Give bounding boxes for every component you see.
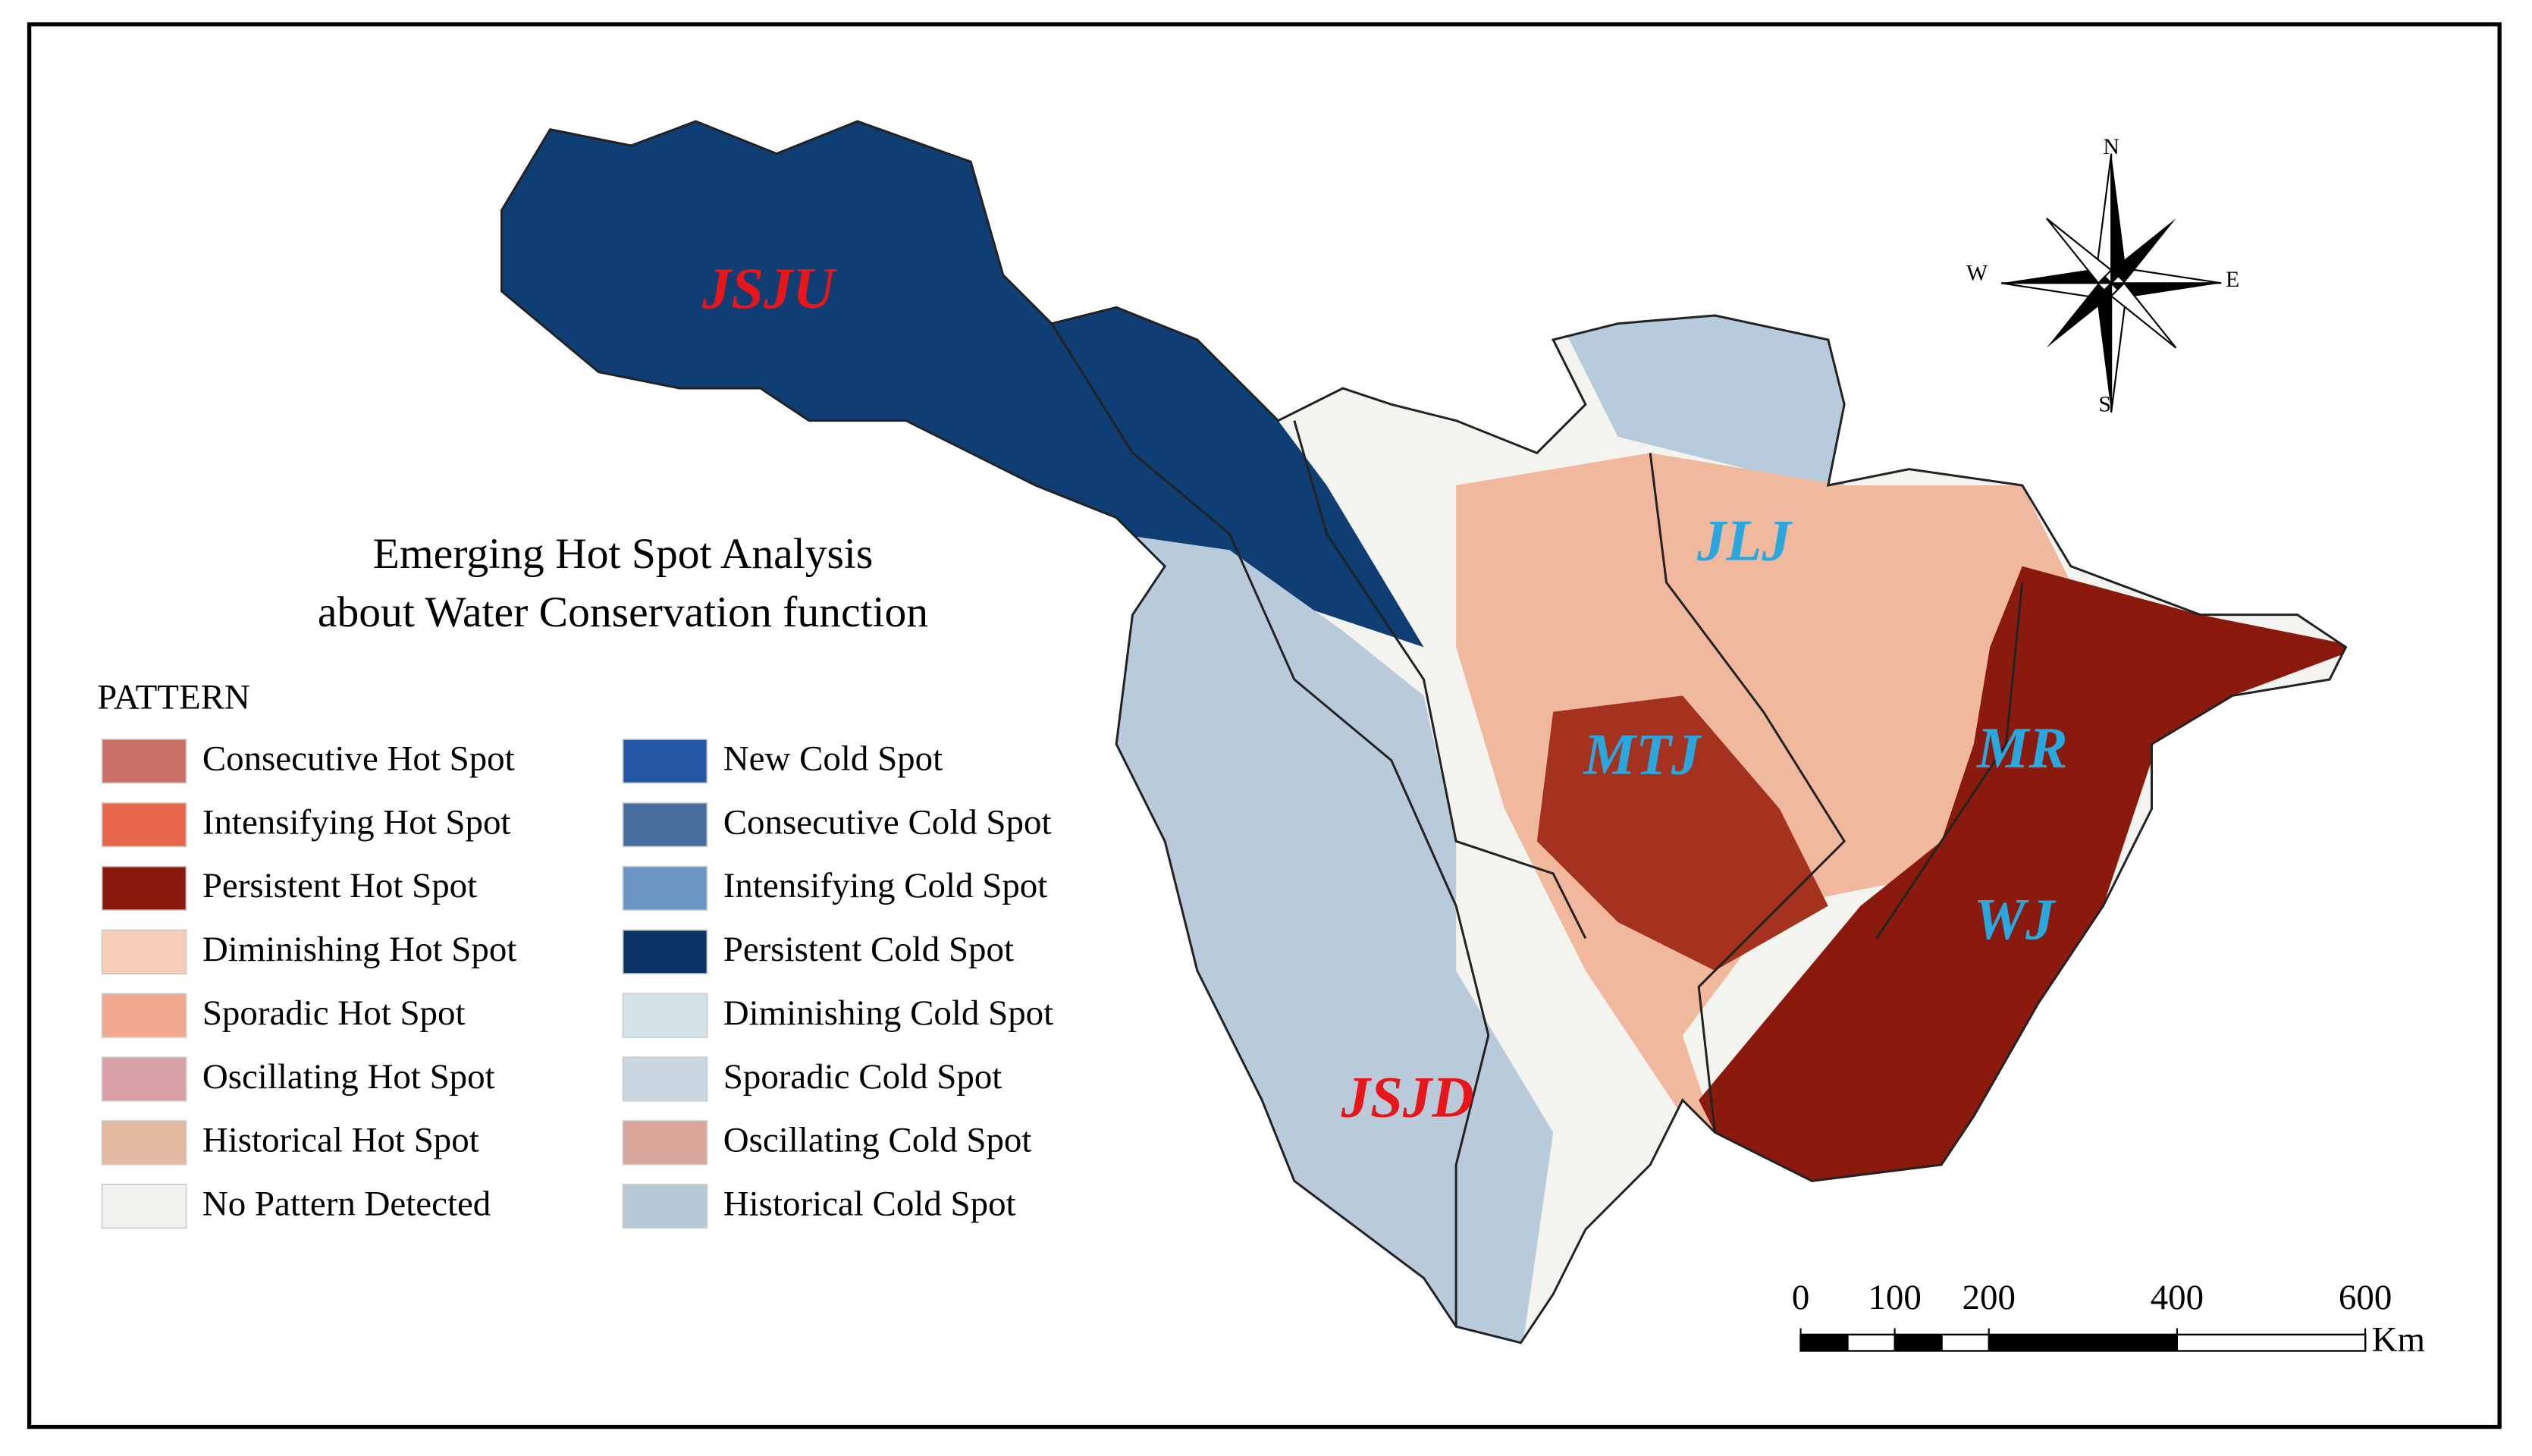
region-label: JSJD (1341, 1065, 1474, 1130)
legend-swatch (101, 865, 187, 912)
scale-tick-label: 0 (1792, 1278, 1809, 1317)
legend-label: Historical Cold Spot (723, 1184, 1016, 1223)
legend-title: PATTERN (97, 677, 250, 717)
scale-unit: Km (2372, 1320, 2425, 1359)
scale-tick-label: 200 (1963, 1278, 2016, 1317)
legend-label: Consecutive Hot Spot (202, 739, 515, 779)
compass-letter: W (1966, 261, 1988, 286)
legend-label: Sporadic Hot Spot (202, 993, 466, 1033)
region-label: WJ (1974, 887, 2057, 952)
legend-label: No Pattern Detected (202, 1184, 491, 1223)
scale-tick-label: 400 (2151, 1278, 2204, 1317)
map-title: Emerging Hot Spot Analysis (373, 530, 874, 578)
annotations: Emerging Hot Spot Analysis about Water Co… (97, 134, 2425, 1359)
legend-label: Diminishing Cold Spot (723, 993, 1053, 1033)
compass-letter: E (2226, 267, 2239, 292)
legend-label: Consecutive Cold Spot (723, 802, 1052, 842)
legend-label: Oscillating Hot Spot (202, 1057, 495, 1097)
compass-letter: N (2103, 134, 2119, 159)
legend-label: Historical Hot Spot (202, 1121, 479, 1160)
persistent-hot-area (1536, 695, 1828, 971)
legend-swatch (101, 739, 187, 784)
legend-swatch (101, 993, 187, 1038)
legend-label: Persistent Cold Spot (723, 930, 1014, 969)
legend-swatch (622, 739, 708, 784)
region-label: MTJ (1583, 722, 1702, 786)
legend-label: Oscillating Cold Spot (723, 1121, 1032, 1160)
scale-tick-label: 600 (2339, 1278, 2392, 1317)
legend-swatch (622, 1120, 708, 1166)
legend-label: Persistent Hot Spot (202, 866, 477, 905)
legend-label: Intensifying Cold Spot (723, 866, 1048, 905)
scale-bar-segment (1846, 1333, 1896, 1352)
legend-swatch (101, 1120, 187, 1166)
legend-swatch (101, 802, 187, 848)
region-label: JSJU (701, 256, 838, 321)
legend-swatch (101, 1183, 187, 1229)
legend-swatch (622, 929, 708, 974)
boundary (1050, 322, 1490, 1327)
legend-label: Diminishing Hot Spot (202, 930, 517, 969)
legend-swatch (622, 865, 708, 912)
cold-patch (1553, 307, 1845, 485)
scale-bar-segment (1941, 1333, 1990, 1352)
boundary (1875, 582, 2024, 940)
scale-tick-label: 100 (1868, 1278, 1921, 1317)
scale-bar-segment (1799, 1333, 1849, 1352)
region-label: JLJ (1696, 509, 1793, 573)
legend-swatch (101, 929, 187, 974)
legend-swatch (622, 993, 708, 1038)
scale-bar-segment (1988, 1333, 2178, 1352)
region-label: MR (1975, 716, 2068, 780)
compass-rose (2000, 153, 2222, 413)
legend-swatch (622, 1056, 708, 1102)
legend-label: New Cold Spot (723, 739, 943, 779)
legend-swatch (101, 1056, 187, 1102)
boundary (1649, 453, 1846, 1133)
basin-outline (500, 120, 2348, 1345)
legend-label: Intensifying Hot Spot (202, 802, 511, 842)
scale-bar-segment (1894, 1333, 1943, 1352)
scale-bar-segment (2176, 1333, 2367, 1352)
subbasin-boundaries (500, 120, 2348, 1345)
compass-letter: S (2098, 391, 2111, 416)
map-title: about Water Conservation function (318, 588, 928, 636)
legend-swatch (622, 1183, 708, 1229)
legend-label: Sporadic Cold Spot (723, 1057, 1002, 1097)
boundary (1293, 420, 1587, 940)
legend-swatch (622, 802, 708, 848)
